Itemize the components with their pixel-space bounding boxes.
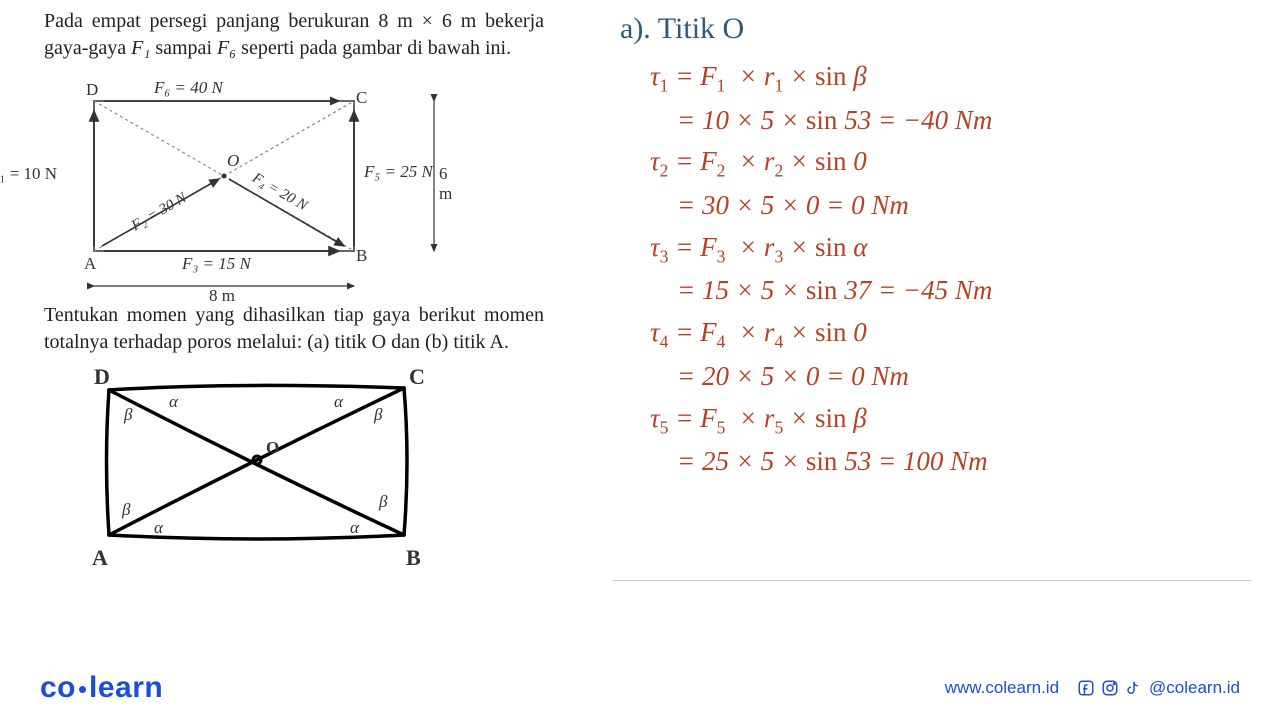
sketch-A: A [92,545,108,571]
problem-f1-symbol: F₁ [131,37,150,59]
sketch-beta-br: β [379,492,387,512]
sketch-diagram: D C A B O β α β α β α β α [54,360,454,580]
eq-tau5: τ5 = F5 × r5 × sin β [650,398,1240,442]
sketch-alpha-br: α [350,518,359,538]
label-O: O [227,151,239,171]
eq-tau2: τ2 = F2 × r2 × sin 0 [650,141,1240,185]
social-handle: @colearn.id [1149,678,1240,698]
label-F5: F₅ = 25 N [364,162,433,182]
brand-logo: colearn [40,671,163,705]
sketch-B: B [406,545,421,571]
eq-tau5-val: = 25 × 5 × sin 53 = 100 Nm [650,441,1240,483]
label-A: A [84,254,96,274]
eq-tau3-val: = 15 × 5 × sin 37 = −45 Nm [650,270,1240,312]
logo-right: learn [89,671,163,704]
tiktok-icon [1125,679,1143,697]
sketch-beta-tr: β [374,405,382,425]
equation-block: τ1 = F1 × r1 × sin β = 10 × 5 × sin 53 =… [650,56,1240,483]
logo-dot-icon [79,686,86,693]
sketch-O: O [266,438,279,458]
problem-f6-symbol: F₆ [217,37,236,59]
problem-text-2: sampai [150,37,217,59]
eq-tau1: τ1 = F1 × r1 × sin β [650,56,1240,100]
label-C: C [356,88,367,108]
sketch-svg [54,360,454,580]
logo-left: co [40,671,76,704]
sketch-D: D [94,364,110,390]
label-width: 8 m [209,286,235,306]
left-column: Pada empat persegi panjang berukuran 8 m… [44,8,544,580]
eq-tau4-val: = 20 × 5 × 0 = 0 Nm [650,356,1240,398]
eq-tau2-val: = 30 × 5 × 0 = 0 Nm [650,185,1240,227]
solution-column: a). Titik O τ1 = F1 × r1 × sin β = 10 × … [620,12,1240,483]
label-F1: F₁ = 10 N [0,164,57,184]
social-icons: @colearn.id [1077,678,1240,698]
sketch-alpha-tr: α [334,392,343,412]
sketch-alpha-tl: α [169,392,178,412]
footer-right: www.colearn.id @colearn.id [945,678,1240,698]
eq-tau3: τ3 = F3 × r3 × sin α [650,227,1240,271]
sketch-alpha-bl: α [154,518,163,538]
sketch-beta-tl: β [124,405,132,425]
label-F3: F₃ = 15 N [182,254,251,274]
problem-text-3: seperti pada gambar di bawah ini. [236,37,511,59]
problem-paragraph-1: Pada empat persegi panjang berukuran 8 m… [44,8,544,62]
label-height: 6 m [439,164,464,204]
instagram-icon [1101,679,1119,697]
problem-paragraph-2: Tentukan momen yang dihasilkan tiap gaya… [44,302,544,356]
eq-tau1-val: = 10 × 5 × sin 53 = −40 Nm [650,100,1240,142]
footer: colearn www.colearn.id @colearn.id [0,656,1280,720]
sketch-beta-bl: β [122,500,130,520]
facebook-icon [1077,679,1095,697]
label-B: B [356,246,367,266]
solution-title: a). Titik O [620,12,1240,46]
divider-line [612,580,1252,581]
eq-tau4: τ4 = F4 × r4 × sin 0 [650,312,1240,356]
label-D: D [86,80,98,100]
sketch-C: C [409,364,425,390]
force-diagram: D C A B O F₁ = 10 N F₂ = 30 N F₃ = 15 N … [24,76,464,306]
footer-url: www.colearn.id [945,678,1059,698]
label-F6: F₆ = 40 N [154,78,223,98]
